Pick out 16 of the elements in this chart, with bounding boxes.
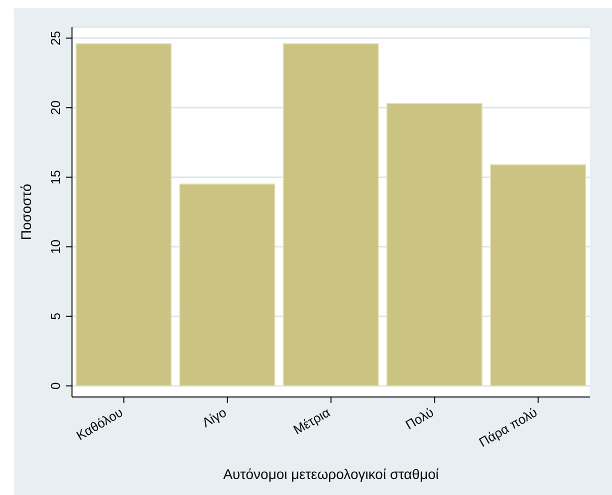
- bar: [386, 103, 482, 386]
- x-tick-label: Λίγο: [199, 404, 229, 430]
- bar: [76, 43, 172, 386]
- x-tick-label: Πάρα πολύ: [476, 404, 540, 450]
- y-axis-title: Ποσοστό: [18, 184, 34, 240]
- y-tick-label: 5: [48, 312, 63, 320]
- y-tick-label: 10: [48, 240, 63, 254]
- x-tick-label: Πολύ: [402, 404, 436, 432]
- bar: [490, 164, 586, 386]
- y-tick-label: 15: [48, 170, 63, 184]
- y-tick-label: 0: [48, 382, 63, 390]
- y-tick-label: 25: [48, 30, 63, 46]
- x-axis-title: Αυτόνομοι μετεωρολογικοί σταθμοί: [223, 466, 439, 482]
- bar: [179, 184, 276, 386]
- bar: [282, 43, 379, 386]
- y-tick-label: 20: [48, 100, 63, 115]
